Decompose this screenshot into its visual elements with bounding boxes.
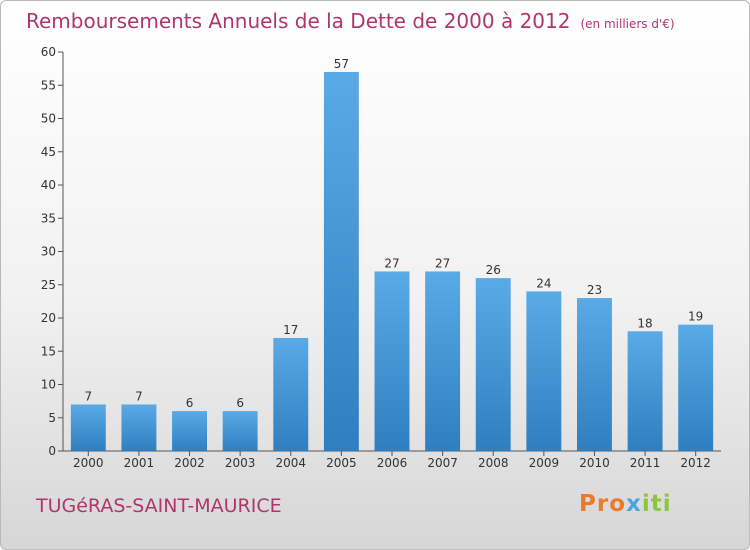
axes: 0 5 10 15 20 25 30 35 40 45 50 55 60 2000 2001 2002 2003…: [41, 45, 721, 470]
x-tick-label: 2004: [275, 456, 306, 470]
y-tick-label: 45: [41, 145, 56, 159]
data-label: 18: [637, 316, 652, 330]
proxiti-logo: Proxiti: [579, 491, 672, 517]
chart-title-text: Remboursements Annuels de la Dette de 20…: [26, 9, 571, 33]
data-label: 6: [186, 396, 194, 410]
x-tick-label: 2012: [680, 456, 711, 470]
chart-unit: (en milliers d'€): [580, 17, 675, 31]
x-tick-label: 2011: [630, 456, 661, 470]
y-tick-label: 25: [41, 278, 56, 292]
x-tick-label: 2009: [529, 456, 560, 470]
bar: [172, 411, 208, 451]
bars: [70, 71, 714, 451]
data-label: 7: [84, 389, 92, 403]
y-tick-label: 20: [41, 311, 56, 325]
y-tick-label: 0: [48, 444, 56, 458]
y-tick-label: 15: [41, 344, 56, 358]
bar: [323, 71, 359, 451]
data-label: 27: [435, 256, 450, 270]
x-tick-label: 2005: [326, 456, 357, 470]
bar: [526, 291, 562, 451]
y-tick-label: 50: [41, 112, 56, 126]
bar: [475, 278, 511, 451]
x-tick-label: 2001: [124, 456, 155, 470]
data-label: 19: [688, 310, 703, 324]
chart-title: Remboursements Annuels de la Dette de 20…: [26, 9, 675, 33]
data-label: 7: [135, 389, 143, 403]
data-label: 57: [334, 57, 349, 71]
x-tick-label: 2000: [73, 456, 104, 470]
bar: [273, 337, 309, 451]
bar: [425, 271, 461, 451]
bar: [121, 404, 157, 451]
bar: [374, 271, 410, 451]
bar: [70, 404, 106, 451]
x-tick-label: 2003: [225, 456, 256, 470]
x-tick-label: 2010: [579, 456, 610, 470]
y-tick-label: 35: [41, 211, 56, 225]
y-tick-label: 55: [41, 78, 56, 92]
y-tick-label: 5: [48, 411, 56, 425]
bar: [576, 298, 612, 451]
data-label: 27: [384, 256, 399, 270]
data-labels: 7 7 6 6 17 57 27 27 26 24 23 18 19: [84, 57, 703, 410]
x-tick-label: 2002: [174, 456, 205, 470]
y-tick-label: 30: [41, 245, 56, 259]
bar: [678, 324, 714, 451]
x-tick-label: 2008: [478, 456, 509, 470]
data-label: 24: [536, 276, 551, 290]
y-tick-label: 10: [41, 378, 56, 392]
x-tick-label: 2006: [377, 456, 408, 470]
data-label: 26: [486, 263, 501, 277]
bar: [222, 411, 258, 451]
data-label: 23: [587, 283, 602, 297]
y-tick-label: 40: [41, 178, 56, 192]
data-label: 17: [283, 323, 298, 337]
y-tick-label: 60: [41, 45, 56, 59]
x-tick-label: 2007: [427, 456, 458, 470]
data-label: 6: [236, 396, 244, 410]
place-name: TUGéRAS-SAINT-MAURICE: [36, 495, 282, 517]
bar: [627, 331, 663, 451]
